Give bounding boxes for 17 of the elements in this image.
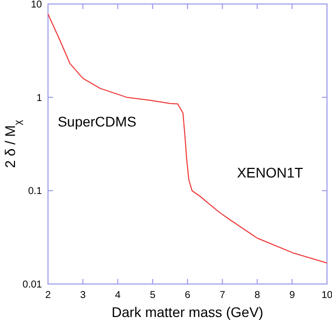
y-tick-label: 10 xyxy=(30,0,42,10)
x-tick-label: 8 xyxy=(254,290,260,301)
x-tick-label: 9 xyxy=(289,290,296,301)
x-tick-label: 7 xyxy=(220,290,226,301)
y-tick-label: 0.1 xyxy=(28,186,42,198)
x-tick-label: 10 xyxy=(321,290,332,301)
x-tick-label: 6 xyxy=(184,290,191,301)
x-axis-title: Dark matter mass (GeV) xyxy=(112,304,264,320)
x-tick-label: 2 xyxy=(45,290,52,301)
annotation: XENON1T xyxy=(236,164,304,181)
y-tick-label: 1 xyxy=(36,92,42,104)
x-tick-label: 5 xyxy=(150,290,156,301)
y-tick-label: 0.01 xyxy=(22,280,42,290)
line-series xyxy=(48,14,328,264)
x-tick-label: 4 xyxy=(114,290,121,301)
annotation: SuperCDMS xyxy=(58,114,136,130)
x-tick-label: 3 xyxy=(80,290,86,301)
